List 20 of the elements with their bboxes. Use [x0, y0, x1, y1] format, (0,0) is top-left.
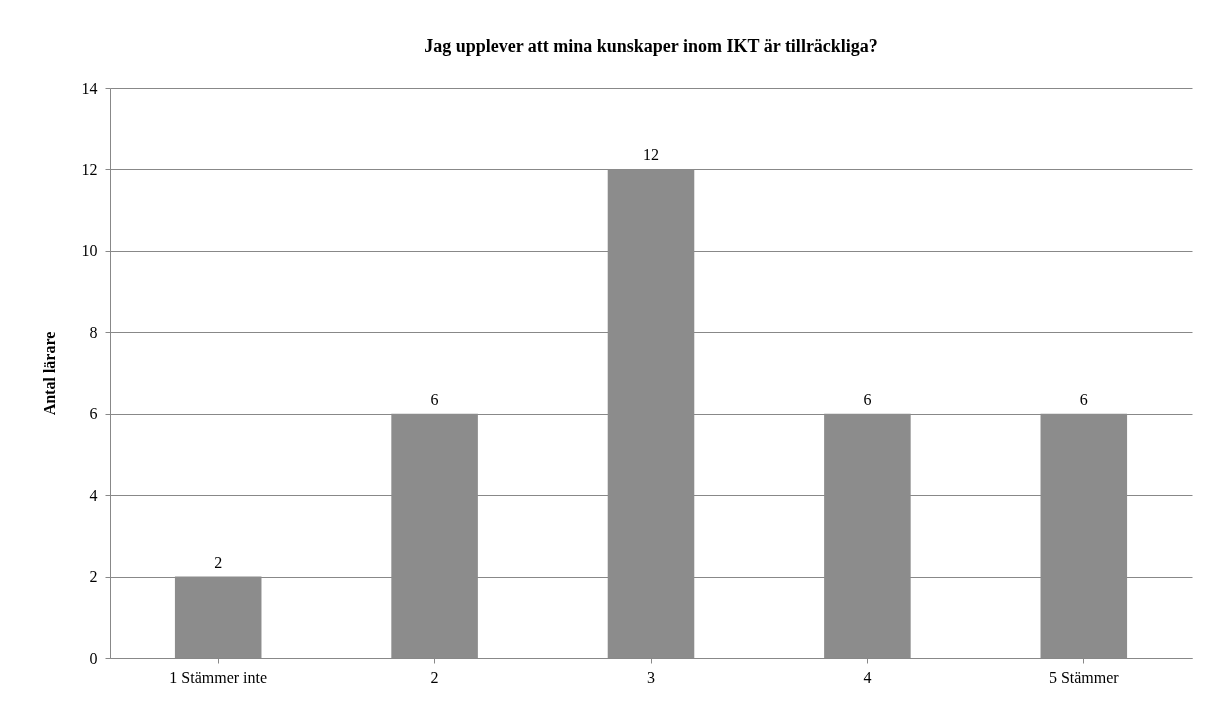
chart-title: Jag upplever att mina kunskaper inom IKT är tillräckliga? — [424, 36, 878, 56]
x-tick-label: 2 — [430, 668, 439, 686]
data-label: 12 — [643, 146, 659, 164]
y-tick-label: 10 — [81, 242, 98, 260]
x-tick-label: 5 Stämmer — [1048, 668, 1120, 686]
y-tick-label: 12 — [81, 160, 98, 178]
y-axis-title: Antal lärare — [40, 331, 58, 416]
y-tick-label: 6 — [89, 405, 98, 423]
y-tick-label: 14 — [81, 79, 98, 97]
x-tick-label: 4 — [863, 668, 872, 686]
x-tick-label: 3 — [647, 668, 655, 686]
data-label: 2 — [214, 553, 223, 571]
y-tick-label: 4 — [89, 486, 98, 504]
y-tick-label: 0 — [89, 649, 98, 667]
data-label: 6 — [863, 390, 872, 408]
x-tick-label: 1 Stämmer inte — [169, 668, 268, 686]
y-tick-label: 8 — [89, 323, 98, 341]
y-tick-label: 2 — [89, 568, 98, 586]
data-label: 6 — [430, 390, 439, 408]
data-label: 6 — [1079, 390, 1088, 408]
